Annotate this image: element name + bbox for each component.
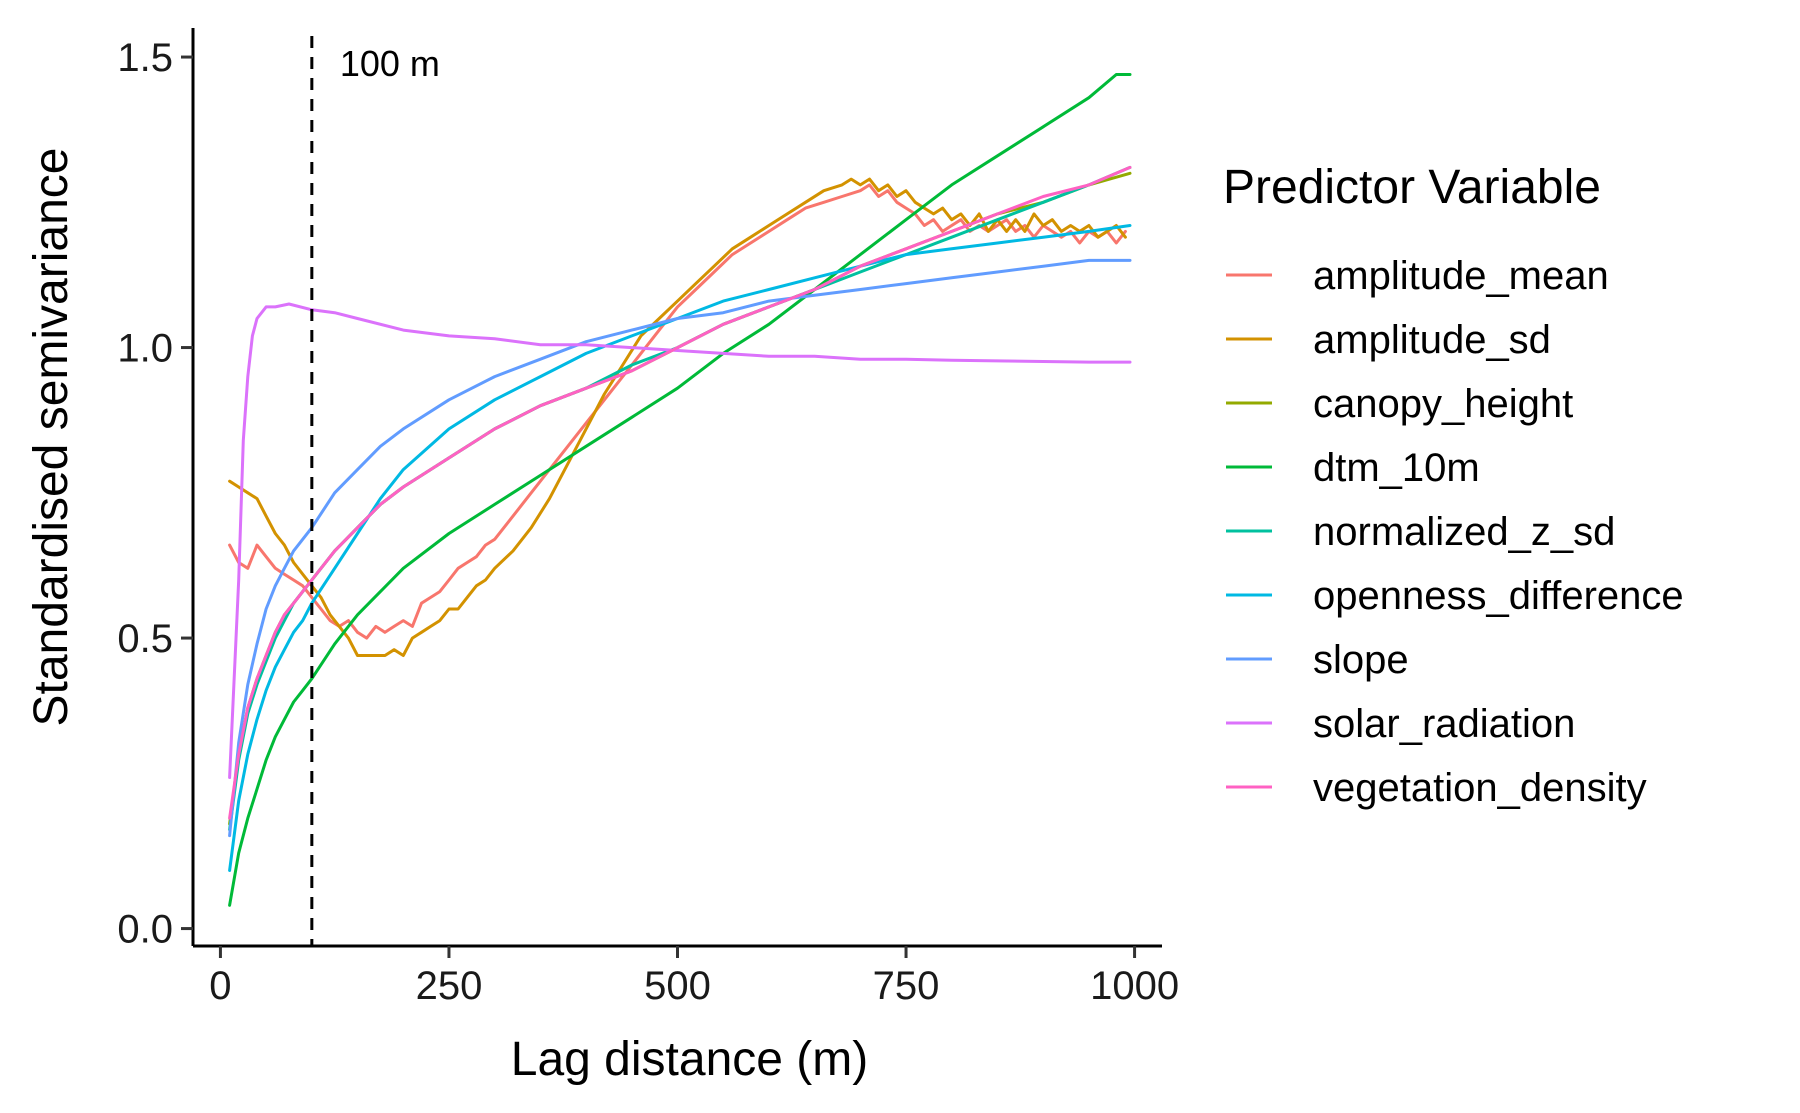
x-tick-label: 1000 [1090,964,1179,1008]
series-line-normalized_z_sd [228,165,1132,832]
y-tick-label: 0.0 [117,908,173,952]
legend-label-solar_radiation: solar_radiation [1313,702,1575,746]
y-tick-label: 1.5 [117,36,173,80]
x-axis-title: Lag distance (m) [511,1033,869,1086]
reference-line-layer: 100 m [310,36,440,946]
series-line-amplitude_sd [228,177,1127,657]
legend-label-amplitude_sd: amplitude_sd [1313,318,1551,362]
legend-label-slope: slope [1313,638,1409,682]
legend-label-amplitude_mean: amplitude_mean [1313,254,1609,298]
y-axis-title: Standardised semivariance [25,148,78,727]
series-line-vegetation_density [228,165,1132,820]
series-line-slope [228,258,1132,838]
series-layer [228,73,1132,907]
legend-label-canopy_height: canopy_height [1313,382,1573,426]
series-line-solar_radiation [228,302,1132,779]
axes-layer: 0 250 500 750 1000 0.0 0.5 1.0 1.5 Lag distance (… [25,28,1179,1086]
series-line-amplitude_mean [228,183,1127,640]
legend-title: Predictor Variable [1223,161,1601,214]
legend-label-openness_difference: openness_difference [1313,574,1684,618]
legend-label-normalized_z_sd: normalized_z_sd [1313,510,1615,554]
x-tick-label: 750 [873,964,940,1008]
x-tick-label: 0 [209,964,231,1008]
series-line-openness_difference [228,224,1132,872]
x-tick-label: 250 [416,964,483,1008]
reference-line-label: 100 m [340,43,440,84]
legend: Predictor Variable amplitude_mean amplitud… [1223,161,1684,810]
series-line-dtm_10m [228,73,1132,907]
legend-label-vegetation_density: vegetation_density [1313,766,1647,810]
y-tick-label: 0.5 [117,617,173,661]
x-tick-label: 500 [644,964,711,1008]
legend-label-dtm_10m: dtm_10m [1313,446,1480,490]
y-tick-label: 1.0 [117,327,173,371]
